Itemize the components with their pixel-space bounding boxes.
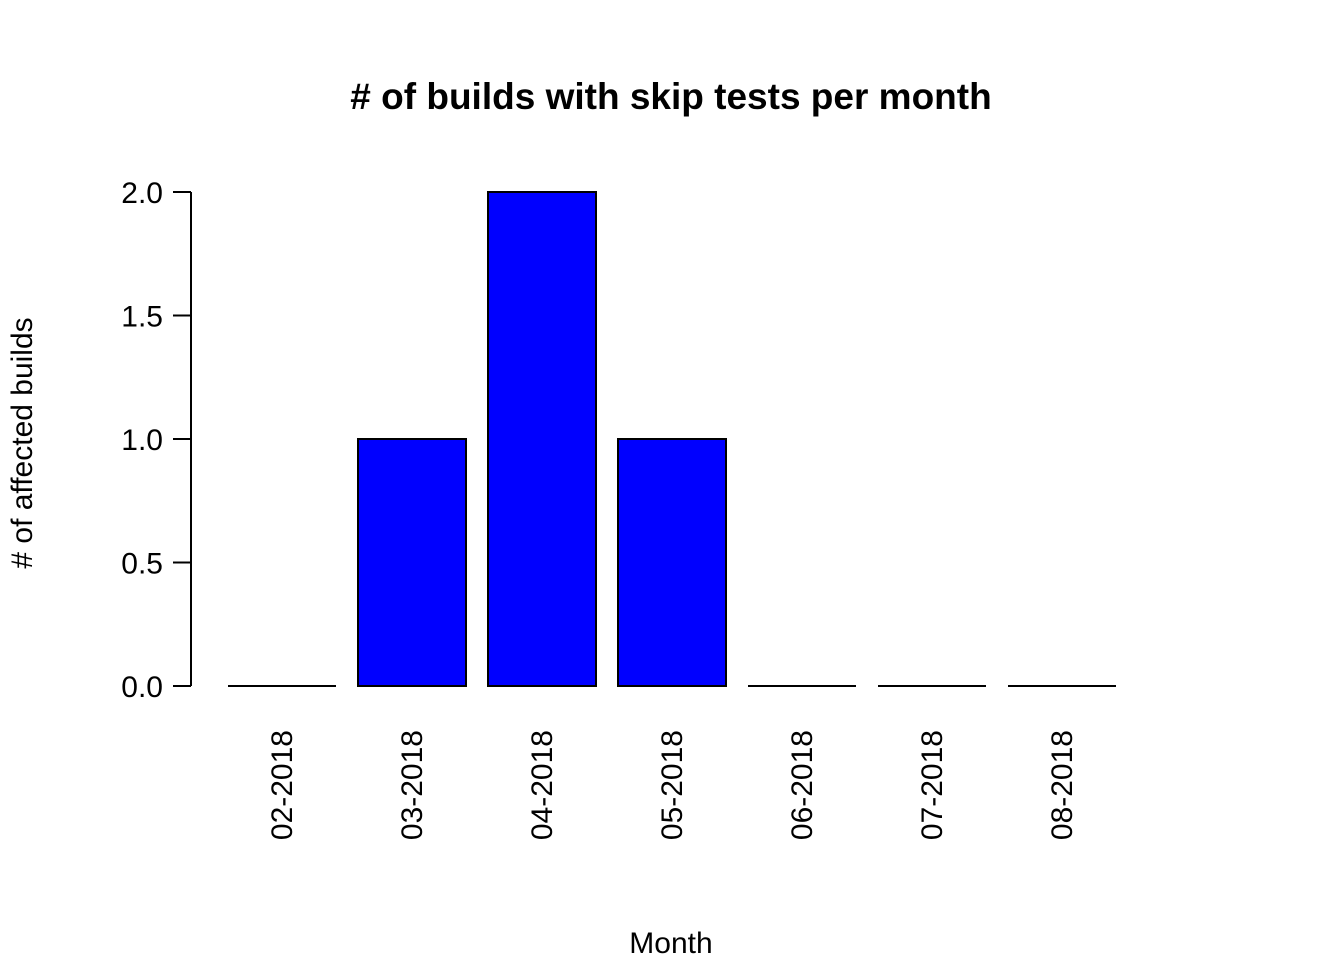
- x-tick-label: 08-2018: [1046, 730, 1079, 840]
- x-axis-label: Month: [629, 927, 712, 960]
- chart-title: # of builds with skip tests per month: [350, 76, 991, 117]
- bar: [357, 438, 467, 687]
- y-tick-label: 0.5: [121, 548, 163, 581]
- x-tick-label: 05-2018: [656, 730, 689, 840]
- x-tick-labels: 02-2018 03-2018 04-2018 05-2018 06-2018 07-20…: [266, 730, 1079, 840]
- x-tick-label: 04-2018: [526, 730, 559, 840]
- x-tick-label: 02-2018: [266, 730, 299, 840]
- y-tick-label: 2.0: [121, 177, 163, 210]
- y-tick-label: 1.5: [121, 301, 163, 334]
- y-tick-label: 1.0: [121, 424, 163, 457]
- y-axis: 0.0 0.5 1.0 1.5 2.0: [121, 177, 192, 704]
- y-axis-label: # of affected builds: [6, 317, 39, 568]
- x-tick-label: 07-2018: [916, 730, 949, 840]
- bar: [617, 438, 727, 687]
- x-tick-label: 03-2018: [396, 730, 429, 840]
- bar: [487, 191, 597, 687]
- x-tick-label: 06-2018: [786, 730, 819, 840]
- y-tick-label: 0.0: [121, 671, 163, 704]
- bars: [228, 191, 1116, 687]
